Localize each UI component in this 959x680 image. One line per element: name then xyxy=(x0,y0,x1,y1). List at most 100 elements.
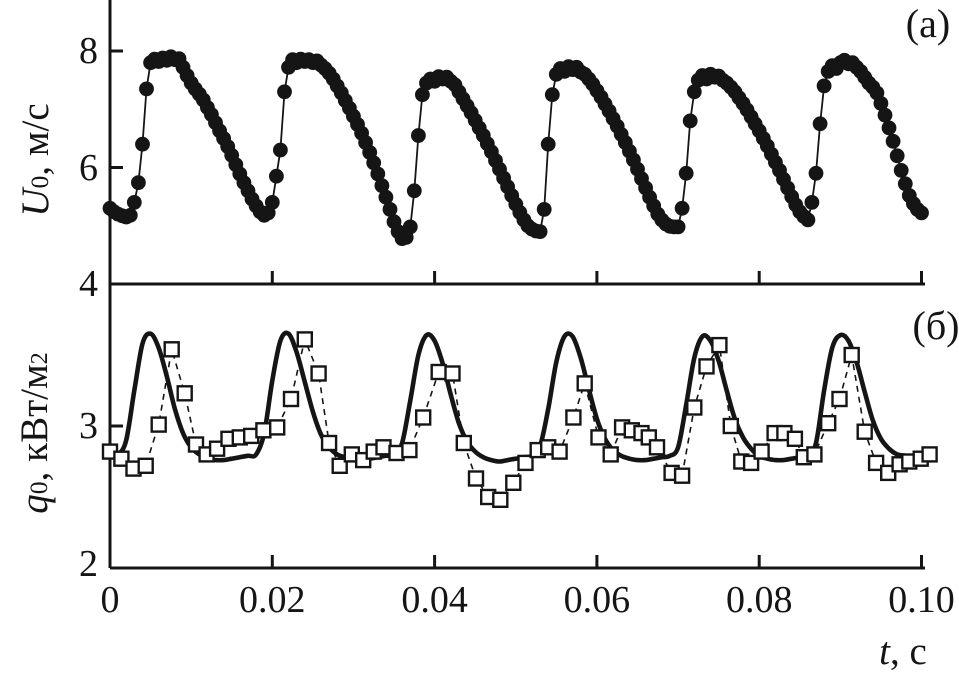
panel-b-label: (б) xyxy=(912,303,959,348)
filled-circle-marker xyxy=(374,178,390,194)
x-tick-label: 0.06 xyxy=(563,579,631,621)
open-square-marker xyxy=(673,467,691,484)
filled-circle-marker xyxy=(540,136,556,152)
open-square-marker xyxy=(722,417,739,435)
x-tick-label: 0.10 xyxy=(888,579,955,621)
open-square-marker xyxy=(590,429,607,446)
open-square-marker xyxy=(648,439,666,456)
open-square-marker xyxy=(150,416,167,433)
open-square-marker xyxy=(517,454,534,472)
open-square-marker xyxy=(176,385,193,402)
filled-circle-marker xyxy=(402,219,418,235)
y-label-b-symbol: q xyxy=(13,494,56,514)
y-label-a-symbol: U xyxy=(14,188,57,217)
filled-circle-marker xyxy=(544,87,560,103)
filled-circle-marker xyxy=(885,133,901,149)
open-square-marker xyxy=(492,491,509,508)
filled-circle-marker xyxy=(873,96,889,111)
filled-circle-marker xyxy=(126,195,142,210)
filled-circle-marker xyxy=(370,166,386,182)
filled-circle-marker xyxy=(264,195,280,210)
filled-circle-marker xyxy=(678,165,694,181)
open-square-marker xyxy=(113,450,130,467)
y-tick-label-panel-a: 8 xyxy=(79,30,98,72)
filled-circle-marker xyxy=(411,128,426,143)
open-square-marker xyxy=(786,430,804,447)
filled-circle-marker xyxy=(804,195,820,210)
filled-circle-marker xyxy=(139,81,154,97)
open-square-marker xyxy=(843,346,860,364)
model-line-series xyxy=(107,330,924,464)
filled-circle-marker xyxy=(532,224,548,240)
x-label-unit: , с xyxy=(890,630,927,673)
open-square-marker xyxy=(711,336,728,354)
filled-circle-marker xyxy=(881,120,897,136)
filled-circle-marker xyxy=(800,212,816,228)
y-tick-label-panel-a: 6 xyxy=(79,146,98,189)
filled-circle-marker xyxy=(670,219,686,235)
open-square-marker xyxy=(467,470,485,487)
x-tick-label: 0.04 xyxy=(401,579,468,621)
open-square-marker xyxy=(820,415,837,432)
filled-circle-marker xyxy=(808,165,824,181)
filled-circle-marker xyxy=(269,168,284,184)
open-square-marker xyxy=(310,365,327,382)
filled-circle-marker xyxy=(366,155,382,171)
panel-a-label: (a) xyxy=(905,1,951,46)
filled-circle-marker xyxy=(674,200,690,216)
filled-circle-marker xyxy=(382,202,398,217)
open-square-marker xyxy=(806,446,823,463)
x-tick-label: 0.08 xyxy=(725,579,793,621)
open-square-marker xyxy=(415,409,432,426)
y-label-b-subscript: 0 xyxy=(24,481,53,495)
y-tick-label-panel-b: 2 xyxy=(79,543,98,585)
open-square-marker xyxy=(282,390,300,408)
open-square-marker xyxy=(867,454,885,472)
open-square-marker xyxy=(401,441,418,459)
open-square-marker xyxy=(856,423,873,440)
x-axis-label: t, с xyxy=(843,626,959,678)
open-square-marker xyxy=(565,409,582,426)
open-square-marker xyxy=(255,422,272,439)
x-label-symbol: t xyxy=(879,630,891,673)
open-square-marker xyxy=(602,446,619,463)
filled-circle-marker xyxy=(686,84,702,100)
filled-circle-marker xyxy=(378,189,394,205)
filled-circle-marker xyxy=(914,205,929,221)
open-square-marker xyxy=(551,443,568,460)
open-square-marker xyxy=(698,358,715,375)
open-square-marker xyxy=(163,341,180,358)
filled-circle-marker xyxy=(897,176,913,192)
x-tick-label: 0.02 xyxy=(239,579,306,621)
open-square-marker xyxy=(269,419,286,436)
open-square-marker xyxy=(444,365,461,382)
filled-circle-marker xyxy=(277,84,292,100)
open-square-marker xyxy=(430,363,447,381)
y-label-b-superscript: 2 xyxy=(26,352,53,365)
filled-circle-marker xyxy=(406,183,422,199)
filled-circle-marker xyxy=(889,148,905,164)
open-square-marker xyxy=(331,457,348,474)
open-square-marker xyxy=(921,446,938,463)
open-square-marker xyxy=(576,375,593,392)
y-tick-label-panel-b: 3 xyxy=(79,405,98,447)
filled-circle-marker xyxy=(536,202,552,217)
filled-circle-marker xyxy=(415,87,430,103)
open-square-marker xyxy=(505,474,522,491)
filled-circle-marker xyxy=(893,163,909,178)
open-square-marker xyxy=(296,331,313,348)
open-square-marker xyxy=(137,457,154,474)
filled-circle-marker xyxy=(877,107,893,123)
open-square-marker xyxy=(686,399,703,416)
x-tick-label: 0 xyxy=(100,579,120,621)
filled-circle-marker xyxy=(131,175,146,191)
y-tick-label-panel-a: 4 xyxy=(79,263,98,305)
filled-circle-marker xyxy=(122,207,138,223)
filled-circle-marker xyxy=(816,78,832,94)
filled-circle-marker xyxy=(135,136,150,152)
open-square-marker xyxy=(831,390,848,408)
filled-circle-marker xyxy=(273,142,288,158)
open-square-marker xyxy=(753,443,770,460)
